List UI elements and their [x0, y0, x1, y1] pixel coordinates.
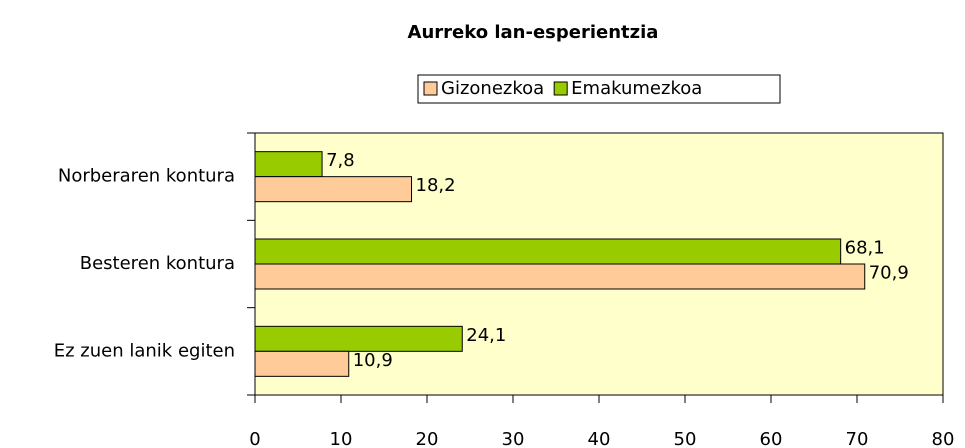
x-tick-label: 20	[416, 429, 439, 448]
y-tick-label: Besteren kontura	[80, 253, 235, 274]
x-tick-label: 60	[760, 429, 783, 448]
bar	[254, 263, 866, 290]
x-tick-label: 30	[502, 429, 525, 448]
x-tick-label: 80	[932, 429, 955, 448]
value-label: 68,1	[845, 238, 885, 259]
y-tick-label: Norberaren kontura	[58, 166, 235, 187]
x-tick-label: 70	[846, 429, 869, 448]
value-label: 7,8	[326, 150, 355, 171]
legend-box	[417, 74, 781, 104]
legend-label: Gizonezkoa	[441, 78, 544, 99]
legend-label: Emakumezkoa	[571, 78, 702, 99]
x-tick-label: 10	[330, 429, 353, 448]
x-tick-label: 40	[588, 429, 611, 448]
legend-swatch	[553, 81, 568, 96]
bar	[254, 176, 413, 203]
bar	[254, 238, 842, 265]
y-tick-label: Ez zuen lanik egiten	[54, 340, 235, 361]
bar	[254, 350, 350, 377]
legend-swatch	[423, 81, 438, 96]
chart-title: Aurreko lan-esperientzia	[408, 22, 659, 43]
bar	[254, 325, 463, 352]
bar	[254, 151, 323, 178]
x-tick-label: 0	[249, 429, 260, 448]
x-tick-label: 50	[674, 429, 697, 448]
value-label: 10,9	[353, 350, 393, 371]
value-label: 70,9	[869, 263, 909, 284]
value-label: 24,1	[466, 325, 506, 346]
value-label: 18,2	[416, 175, 456, 196]
